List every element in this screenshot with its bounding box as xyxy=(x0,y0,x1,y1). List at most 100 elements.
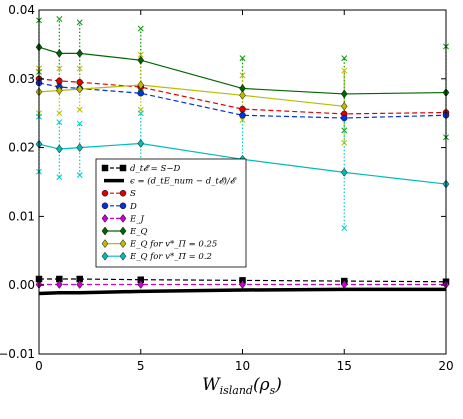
errorbar-cap-2-1-0 xyxy=(56,174,63,181)
errorbar-cap-stroke-b xyxy=(56,65,63,72)
x-axis-title-arg-sub: s xyxy=(270,384,276,397)
legend-entry-6: E_Q for v*_Π = 0.25 xyxy=(101,239,217,250)
errorbar-cap-0-5-0 xyxy=(341,127,348,134)
tick-label-layer: 0 5 10 15 20 −0.01 0.00 0.01 0.02 0.03 0.04 xyxy=(0,3,454,373)
legend-marker-right-3 xyxy=(119,202,127,210)
legend-marker-right-5 xyxy=(119,226,127,236)
errorbar-cap-0-4-1 xyxy=(239,55,246,62)
legend-marker-left-0 xyxy=(101,164,109,172)
y-tick-label-5: 0.04 xyxy=(8,3,35,17)
errorbar-cap-stroke-b xyxy=(239,117,246,124)
y-tick-label-3: 0.02 xyxy=(8,141,35,155)
legend-entry-1: ϵ = (d_tE_num − d_t𝓔)/𝓔 xyxy=(104,176,238,187)
legend-box xyxy=(95,158,247,268)
legend-label-1: ϵ = (d_tE_num − d_t𝓔)/𝓔 xyxy=(130,176,238,187)
errorbar-cap-1-4-0 xyxy=(239,117,246,124)
series-5-point-5 xyxy=(340,89,348,99)
series-6-point-5 xyxy=(340,101,348,111)
errorbar-cap-stroke-b xyxy=(137,51,144,58)
series-2-point-2 xyxy=(76,78,83,86)
errorbar-cap-1-2-0 xyxy=(76,106,83,113)
series-6-point-1 xyxy=(56,86,63,95)
series-7-point-5 xyxy=(340,167,348,177)
errorbar-cap-2-1-1 xyxy=(56,119,63,126)
errorbar-cap-2-5-0 xyxy=(341,225,348,232)
legend-label-3: D xyxy=(129,202,137,212)
x-axis-title-close: ) xyxy=(274,375,282,395)
errorbar-cap-stroke-b xyxy=(76,120,83,127)
errorbar-cap-stroke-b xyxy=(341,67,348,74)
errorbar-cap-2-3-1 xyxy=(137,110,144,117)
errorbar-cap-stroke-b xyxy=(76,19,83,26)
legend-marker-left-7 xyxy=(101,251,109,261)
legend-label-6: E_Q for v*_Π = 0.25 xyxy=(129,240,217,250)
errorbar-cap-stroke-b xyxy=(137,25,144,32)
legend-entry-4: E_J xyxy=(101,213,144,224)
errorbar-cap-stroke-b xyxy=(76,172,83,179)
errorbar-cap-1-4-1 xyxy=(239,72,246,79)
series-2-point-4 xyxy=(239,105,246,113)
errorbar-cap-stroke-b xyxy=(76,106,83,113)
errorbar-cap-2-2-1 xyxy=(76,120,83,127)
x-tick-label-3: 15 xyxy=(337,359,352,373)
legend-entry-2: S xyxy=(101,189,136,199)
errorbar-cap-stroke-b xyxy=(76,65,83,72)
series-2-point-1 xyxy=(56,77,63,85)
y-tick-label-0: −0.01 xyxy=(0,347,35,361)
legend-marker-left-2 xyxy=(101,189,109,197)
errorbar-cap-stroke-b xyxy=(239,55,246,62)
legend-entry-0: d_t𝓔 = S−D xyxy=(101,164,180,174)
legend-marker-right-2 xyxy=(119,189,127,197)
series-line-6 xyxy=(38,84,345,107)
legend-label-7: E_Q for v*_Π = 0.2 xyxy=(129,252,212,262)
series-5-point-3 xyxy=(137,55,145,65)
errorbar-cap-1-3-1 xyxy=(137,51,144,58)
errorbar-cap-stroke-b xyxy=(56,119,63,126)
x-axis-title-arg: (ρ xyxy=(253,375,270,395)
y-tick-label-4: 0.03 xyxy=(8,72,35,86)
series-4-point-1 xyxy=(56,280,63,289)
series-6-point-3 xyxy=(137,80,145,90)
errorbar-cap-stroke-b xyxy=(56,15,63,22)
errorbar-cap-stroke-b xyxy=(341,127,348,134)
errorbar-cap-1-1-1 xyxy=(56,65,63,72)
legend-marker-right-0 xyxy=(119,164,127,172)
errorbar-cap-stroke-b xyxy=(56,110,63,117)
x-tick-label-2: 10 xyxy=(235,359,250,373)
legend-marker-right-7 xyxy=(119,251,127,261)
series-5-point-2 xyxy=(76,48,84,58)
errorbar-cap-stroke-b xyxy=(56,174,63,181)
y-tick-label-2: 0.01 xyxy=(8,209,35,223)
legend: d_t𝓔 = S−D ϵ = (d_tE_num − d_t𝓔)/𝓔 SD E_J E_… xyxy=(95,158,247,268)
series-6-point-2 xyxy=(76,84,84,94)
errorbar-cap-stroke-b xyxy=(341,225,348,232)
legend-entry-3: D xyxy=(101,202,137,212)
series-7-point-3 xyxy=(137,139,145,148)
x-axis-title-sub: island xyxy=(220,384,253,397)
errorbar-cap-1-2-1 xyxy=(76,65,83,72)
series-5-point-1 xyxy=(56,48,63,58)
legend-label-0: d_t𝓔 = S−D xyxy=(130,164,180,174)
legend-marker-left-6 xyxy=(101,239,109,249)
legend-entry-5: E_Q xyxy=(101,226,147,237)
errorbar-cap-stroke-b xyxy=(137,110,144,117)
x-tick-label-4: 20 xyxy=(438,359,453,373)
series-3-point-5 xyxy=(341,114,348,122)
errorbar-cap-2-2-0 xyxy=(76,172,83,179)
x-axis-title-main: W xyxy=(202,375,221,395)
y-tick-label-1: 0.00 xyxy=(8,278,35,292)
legend-entries: d_t𝓔 = S−D ϵ = (d_tE_num − d_t𝓔)/𝓔 SD E_J E_… xyxy=(101,164,238,262)
errorbar-cap-1-5-1 xyxy=(341,67,348,74)
series-3-point-4 xyxy=(239,112,246,119)
legend-marker-right-4 xyxy=(119,213,127,223)
series-4-point-4 xyxy=(239,280,246,289)
errorbar-cap-stroke-b xyxy=(239,72,246,79)
errorbar-cap-0-2-1 xyxy=(76,19,83,26)
errorbar-cap-0-1-1 xyxy=(56,15,63,22)
series-line-1 xyxy=(38,287,446,296)
series-4-point-3 xyxy=(137,280,145,289)
x-axis-title: Wisland(ρs) xyxy=(202,375,282,397)
errorbar-cap-0-3-1 xyxy=(137,25,144,32)
errorbar-cap-1-1-0 xyxy=(56,110,63,117)
